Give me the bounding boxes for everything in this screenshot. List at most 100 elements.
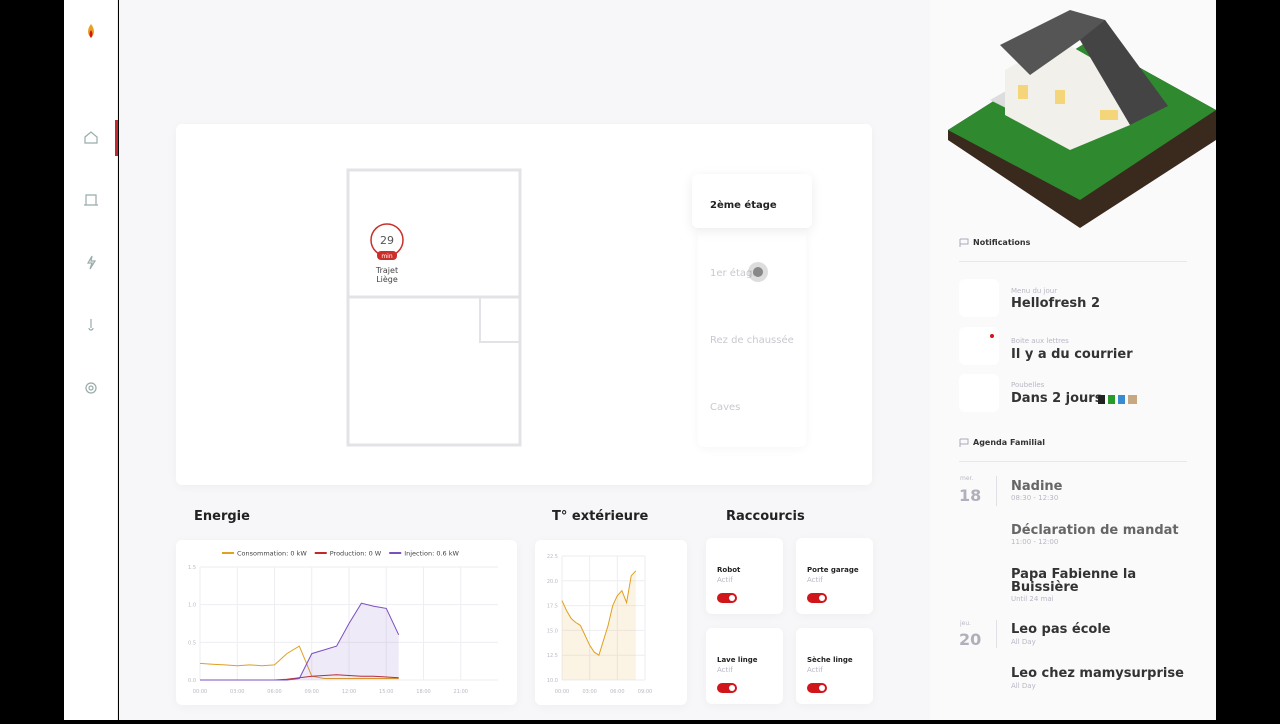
- notif-icon: [959, 279, 999, 317]
- x-tick-label: 21:00: [454, 689, 468, 695]
- floor-item[interactable]: Caves: [710, 402, 741, 413]
- shortcut-status: Actif: [717, 576, 733, 584]
- roof-side: [1080, 20, 1168, 125]
- toggle[interactable]: [807, 683, 827, 693]
- notif-text[interactable]: Il y a du courrier: [1011, 347, 1133, 362]
- event-time: 11:00 - 12:00: [1011, 538, 1059, 546]
- travel-badge: [377, 251, 397, 260]
- x-tick-label: 06:00: [610, 689, 624, 695]
- right-panel: Notifications Menu du jour Hellofresh 2 …: [930, 0, 1216, 720]
- y-tick-label: 17.5: [547, 604, 558, 610]
- x-tick-label: 09:00: [638, 689, 652, 695]
- notif-label: Poubelles: [1011, 381, 1045, 389]
- flag-icon: [959, 438, 969, 447]
- cursor: [748, 262, 768, 282]
- event-title[interactable]: Leo chez mamysurprise: [1011, 666, 1184, 681]
- x-tick-label: 00:00: [193, 689, 207, 695]
- shortcut-tile[interactable]: Lave linge Actif: [706, 628, 783, 704]
- energy-icon[interactable]: [86, 255, 97, 270]
- event-title[interactable]: Nadine: [1011, 479, 1063, 494]
- unread-dot: [990, 334, 994, 338]
- floorplan: 29 min Trajet Liège: [346, 168, 522, 447]
- sidebar-icons: [84, 24, 118, 394]
- x-tick-label: 03:00: [582, 689, 596, 695]
- travel-unit: min: [381, 253, 393, 260]
- y-tick-label: 10.0: [547, 678, 558, 684]
- floor-item[interactable]: 2ème étage: [710, 200, 777, 211]
- event-time: All Day: [1011, 638, 1036, 646]
- x-tick-label: 03:00: [230, 689, 244, 695]
- floor-list: 1er étage Rez de chaussée Caves: [698, 228, 806, 447]
- legend-label: Consommation: 0 kW: [237, 550, 307, 558]
- travel-label: Trajet: [375, 266, 398, 275]
- floor-item[interactable]: Rez de chaussée: [710, 335, 794, 346]
- window: [1018, 85, 1028, 99]
- x-tick-label: 12:00: [342, 689, 356, 695]
- plan-wall: [346, 168, 522, 447]
- panel-title: Notifications: [973, 238, 1031, 247]
- shortcut-name: Porte garage: [807, 566, 859, 574]
- y-tick-label: 0.0: [188, 678, 196, 684]
- settings-icon-core: [88, 385, 94, 391]
- day-number: 20: [959, 630, 982, 649]
- divider: [959, 261, 1187, 262]
- notif-text[interactable]: Dans 2 jours: [1011, 391, 1103, 406]
- divider: [959, 461, 1187, 462]
- notif-icon: [959, 327, 999, 365]
- shortcut-name: Robot: [717, 566, 741, 574]
- energy-card: 0.0 0.5 1.0 1.5 00:00 03:00 06:00 09:00 12:00 15:…: [176, 540, 517, 705]
- day-line: [996, 620, 997, 648]
- event-title[interactable]: Leo pas école: [1011, 622, 1111, 637]
- floor-item[interactable]: 1er étage: [710, 268, 759, 279]
- temp-icon[interactable]: [88, 319, 94, 331]
- notif-icon: [959, 374, 999, 412]
- bin-icons: [1098, 395, 1137, 404]
- section-title: Raccourcis: [726, 509, 805, 524]
- event-time: 08:30 - 12:30: [1011, 494, 1059, 502]
- shortcut-status: Actif: [717, 666, 733, 674]
- event-title[interactable]: Déclaration de mandat: [1011, 523, 1179, 538]
- y-tick-label: 1.5: [188, 565, 196, 571]
- active-indicator: [115, 120, 118, 156]
- area: [200, 603, 399, 680]
- toggle[interactable]: [717, 593, 737, 603]
- travel-minutes: 29: [380, 234, 394, 247]
- weekday: jeu.: [960, 620, 972, 627]
- shortcut-tile[interactable]: Sèche linge Actif: [796, 628, 873, 704]
- settings-icon[interactable]: [85, 382, 97, 394]
- notif-text[interactable]: Hellofresh 2: [1011, 296, 1100, 311]
- toggle[interactable]: [717, 683, 737, 693]
- floor-selected[interactable]: 2ème étage: [692, 174, 812, 228]
- y-tick-label: 22.5: [547, 554, 558, 560]
- x-tick-label: 00:00: [555, 689, 569, 695]
- section-title: T° extérieure: [552, 509, 649, 524]
- shortcut-tile[interactable]: Robot Actif: [706, 538, 783, 614]
- floorplan-card: 29 min Trajet Liège 1er étage Rez de cha…: [176, 124, 872, 485]
- day-number: 18: [959, 486, 982, 505]
- y-tick-label: 1.0: [188, 603, 196, 609]
- line: [561, 570, 637, 656]
- window: [1055, 90, 1065, 104]
- shortcut-name: Sèche linge: [807, 656, 853, 664]
- x-tick-label: 18:00: [416, 689, 430, 695]
- event-title[interactable]: Papa Fabienne la Buissière: [1011, 567, 1137, 595]
- logo-flame: [89, 30, 93, 38]
- stairs: [479, 296, 521, 343]
- event-time: Until 24 mai: [1011, 595, 1054, 603]
- house-illustration: [948, 10, 1216, 228]
- y-tick-label: 15.0: [547, 628, 558, 634]
- panel-title: Agenda Familial: [973, 438, 1046, 447]
- weekday: mer.: [960, 475, 974, 482]
- y-tick-label: 20.0: [547, 579, 558, 585]
- section-title: Energie: [194, 509, 250, 524]
- x-tick-label: 15:00: [379, 689, 393, 695]
- y-tick-label: 12.5: [547, 653, 558, 659]
- temp-card: 10.0 12.5 15.0 17.5 20.0 22.5 00:00 03:00 06:00 0…: [535, 540, 687, 705]
- toggle[interactable]: [807, 593, 827, 603]
- shortcut-tile[interactable]: Porte garage Actif: [796, 538, 873, 614]
- line: [200, 602, 400, 681]
- home-icon[interactable]: [84, 131, 98, 144]
- building-icon[interactable]: [84, 194, 98, 206]
- day-line: [996, 476, 997, 506]
